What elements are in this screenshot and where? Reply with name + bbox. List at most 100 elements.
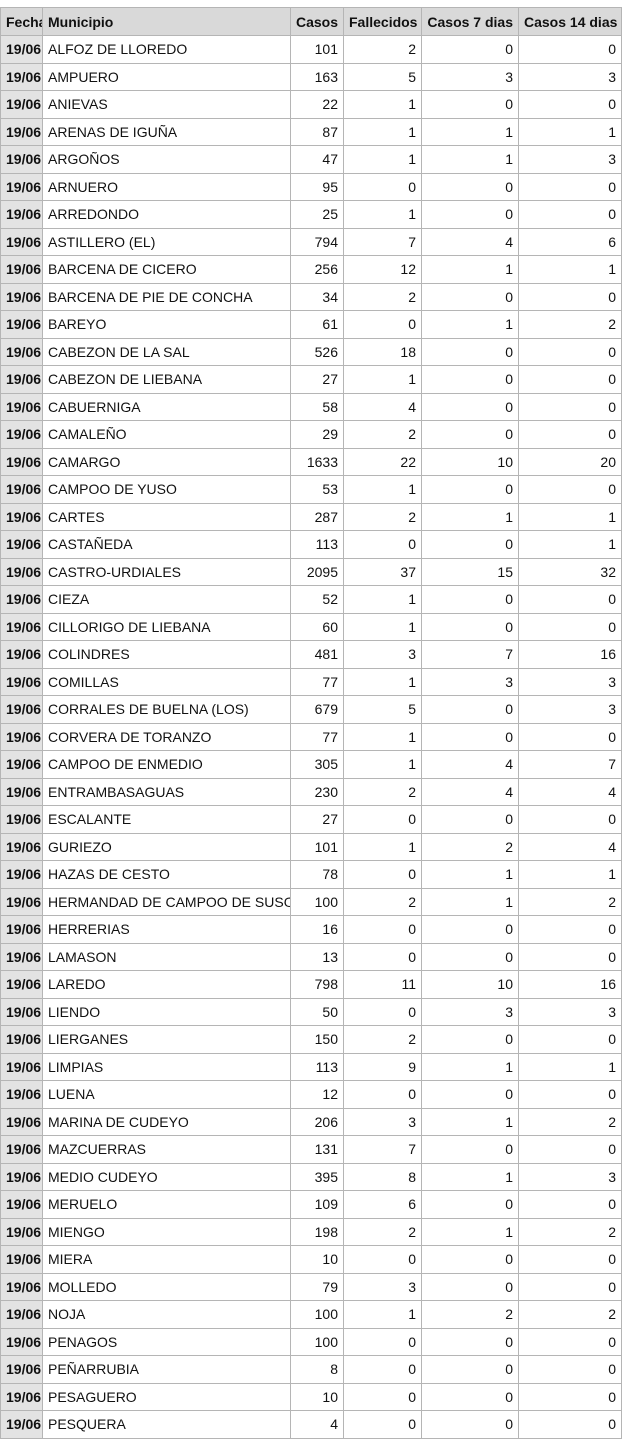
date-cell: 19/06 [0, 502, 43, 531]
table-row: 19/06 AMPUERO 163 5 3 3 [0, 62, 622, 91]
number-cell: 0 [518, 1190, 622, 1219]
table-row: 19/06 PEÑARRUBIA 8 0 0 0 [0, 1355, 622, 1384]
table-row: 19/06 MERUELO 109 6 0 0 [0, 1190, 622, 1219]
number-cell: 395 [290, 1162, 344, 1191]
number-cell: 4 [421, 777, 519, 806]
number-cell: 113 [290, 530, 344, 559]
number-cell: 27 [290, 365, 344, 394]
municipality-cell: MARINA DE CUDEYO [42, 1107, 291, 1136]
number-cell: 0 [343, 172, 422, 201]
table-row: 19/06 CABEZON DE LIEBANA 27 1 0 0 [0, 365, 622, 394]
table-row: 19/06 PESAGUERO 10 0 0 0 [0, 1382, 622, 1411]
number-cell: 7 [421, 640, 519, 669]
date-cell: 19/06 [0, 172, 43, 201]
number-cell: 526 [290, 337, 344, 366]
number-cell: 230 [290, 777, 344, 806]
table-row: 19/06 CORRALES DE BUELNA (LOS) 679 5 0 3 [0, 695, 622, 724]
number-cell: 12 [290, 1080, 344, 1109]
number-cell: 0 [421, 1410, 519, 1439]
number-cell: 10 [290, 1245, 344, 1274]
municipality-cell: CAMPOO DE YUSO [42, 475, 291, 504]
municipality-cell: ASTILLERO (EL) [42, 227, 291, 256]
number-cell: 0 [518, 1272, 622, 1301]
number-cell: 3 [518, 1162, 622, 1191]
number-cell: 50 [290, 997, 344, 1026]
number-cell: 0 [518, 942, 622, 971]
number-cell: 8 [290, 1355, 344, 1384]
number-cell: 206 [290, 1107, 344, 1136]
number-cell: 22 [343, 447, 422, 476]
table-row: 19/06 COMILLAS 77 1 3 3 [0, 667, 622, 696]
date-cell: 19/06 [0, 1135, 43, 1164]
number-cell: 0 [518, 1355, 622, 1384]
table-row: 19/06 MOLLEDO 79 3 0 0 [0, 1272, 622, 1301]
date-cell: 19/06 [0, 337, 43, 366]
municipality-cell: HERMANDAD DE CAMPOO DE SUSO [42, 887, 291, 916]
number-cell: 10 [290, 1382, 344, 1411]
number-cell: 1 [421, 887, 519, 916]
number-cell: 0 [518, 1327, 622, 1356]
number-cell: 0 [421, 420, 519, 449]
municipality-cell: CABEZON DE LIEBANA [42, 365, 291, 394]
date-cell: 19/06 [0, 777, 43, 806]
table-row: 19/06 CAMPOO DE YUSO 53 1 0 0 [0, 475, 622, 504]
date-cell: 19/06 [0, 310, 43, 339]
table-container: Fecha Municipio Casos Fallecidos Casos 7 dia… [0, 7, 622, 1439]
number-cell: 0 [518, 722, 622, 751]
number-cell: 0 [518, 172, 622, 201]
number-cell: 87 [290, 117, 344, 146]
municipality-cell: CAMPOO DE ENMEDIO [42, 750, 291, 779]
number-cell: 2 [343, 35, 422, 64]
table-row: 19/06 HERRERIAS 16 0 0 0 [0, 915, 622, 944]
number-cell: 2 [343, 420, 422, 449]
number-cell: 10 [421, 447, 519, 476]
number-cell: 2 [421, 832, 519, 861]
number-cell: 0 [518, 475, 622, 504]
number-cell: 20 [518, 447, 622, 476]
number-cell: 10 [421, 970, 519, 999]
number-cell: 0 [421, 172, 519, 201]
number-cell: 0 [518, 1135, 622, 1164]
table-row: 19/06 LAMASON 13 0 0 0 [0, 942, 622, 971]
date-cell: 19/06 [0, 392, 43, 421]
number-cell: 78 [290, 860, 344, 889]
number-cell: 0 [518, 585, 622, 614]
number-cell: 16 [518, 640, 622, 669]
number-cell: 0 [343, 860, 422, 889]
number-cell: 163 [290, 62, 344, 91]
table-row: 19/06 ALFOZ DE LLOREDO 101 2 0 0 [0, 35, 622, 64]
date-cell: 19/06 [0, 227, 43, 256]
date-cell: 19/06 [0, 585, 43, 614]
date-cell: 19/06 [0, 1327, 43, 1356]
number-cell: 12 [343, 255, 422, 284]
number-cell: 77 [290, 722, 344, 751]
number-cell: 6 [343, 1190, 422, 1219]
number-cell: 2 [421, 1300, 519, 1329]
column-header: Casos 7 dias [421, 7, 519, 36]
number-cell: 77 [290, 667, 344, 696]
number-cell: 13 [290, 942, 344, 971]
number-cell: 0 [421, 585, 519, 614]
municipality-cell: CASTRO-URDIALES [42, 557, 291, 586]
table-row: 19/06 MAZCUERRAS 131 7 0 0 [0, 1135, 622, 1164]
number-cell: 3 [343, 1272, 422, 1301]
number-cell: 7 [518, 750, 622, 779]
number-cell: 1 [421, 1052, 519, 1081]
number-cell: 0 [518, 35, 622, 64]
number-cell: 2 [343, 1025, 422, 1054]
number-cell: 0 [421, 1135, 519, 1164]
number-cell: 2 [343, 282, 422, 311]
number-cell: 1 [518, 117, 622, 146]
number-cell: 1 [518, 860, 622, 889]
number-cell: 150 [290, 1025, 344, 1054]
number-cell: 0 [421, 1190, 519, 1219]
number-cell: 0 [343, 1382, 422, 1411]
number-cell: 679 [290, 695, 344, 724]
number-cell: 2 [518, 887, 622, 916]
date-cell: 19/06 [0, 117, 43, 146]
table-row: 19/06 CAMPOO DE ENMEDIO 305 1 4 7 [0, 750, 622, 779]
date-cell: 19/06 [0, 640, 43, 669]
table-row: 19/06 GURIEZO 101 1 2 4 [0, 832, 622, 861]
date-cell: 19/06 [0, 557, 43, 586]
municipality-cell: PEÑARRUBIA [42, 1355, 291, 1384]
